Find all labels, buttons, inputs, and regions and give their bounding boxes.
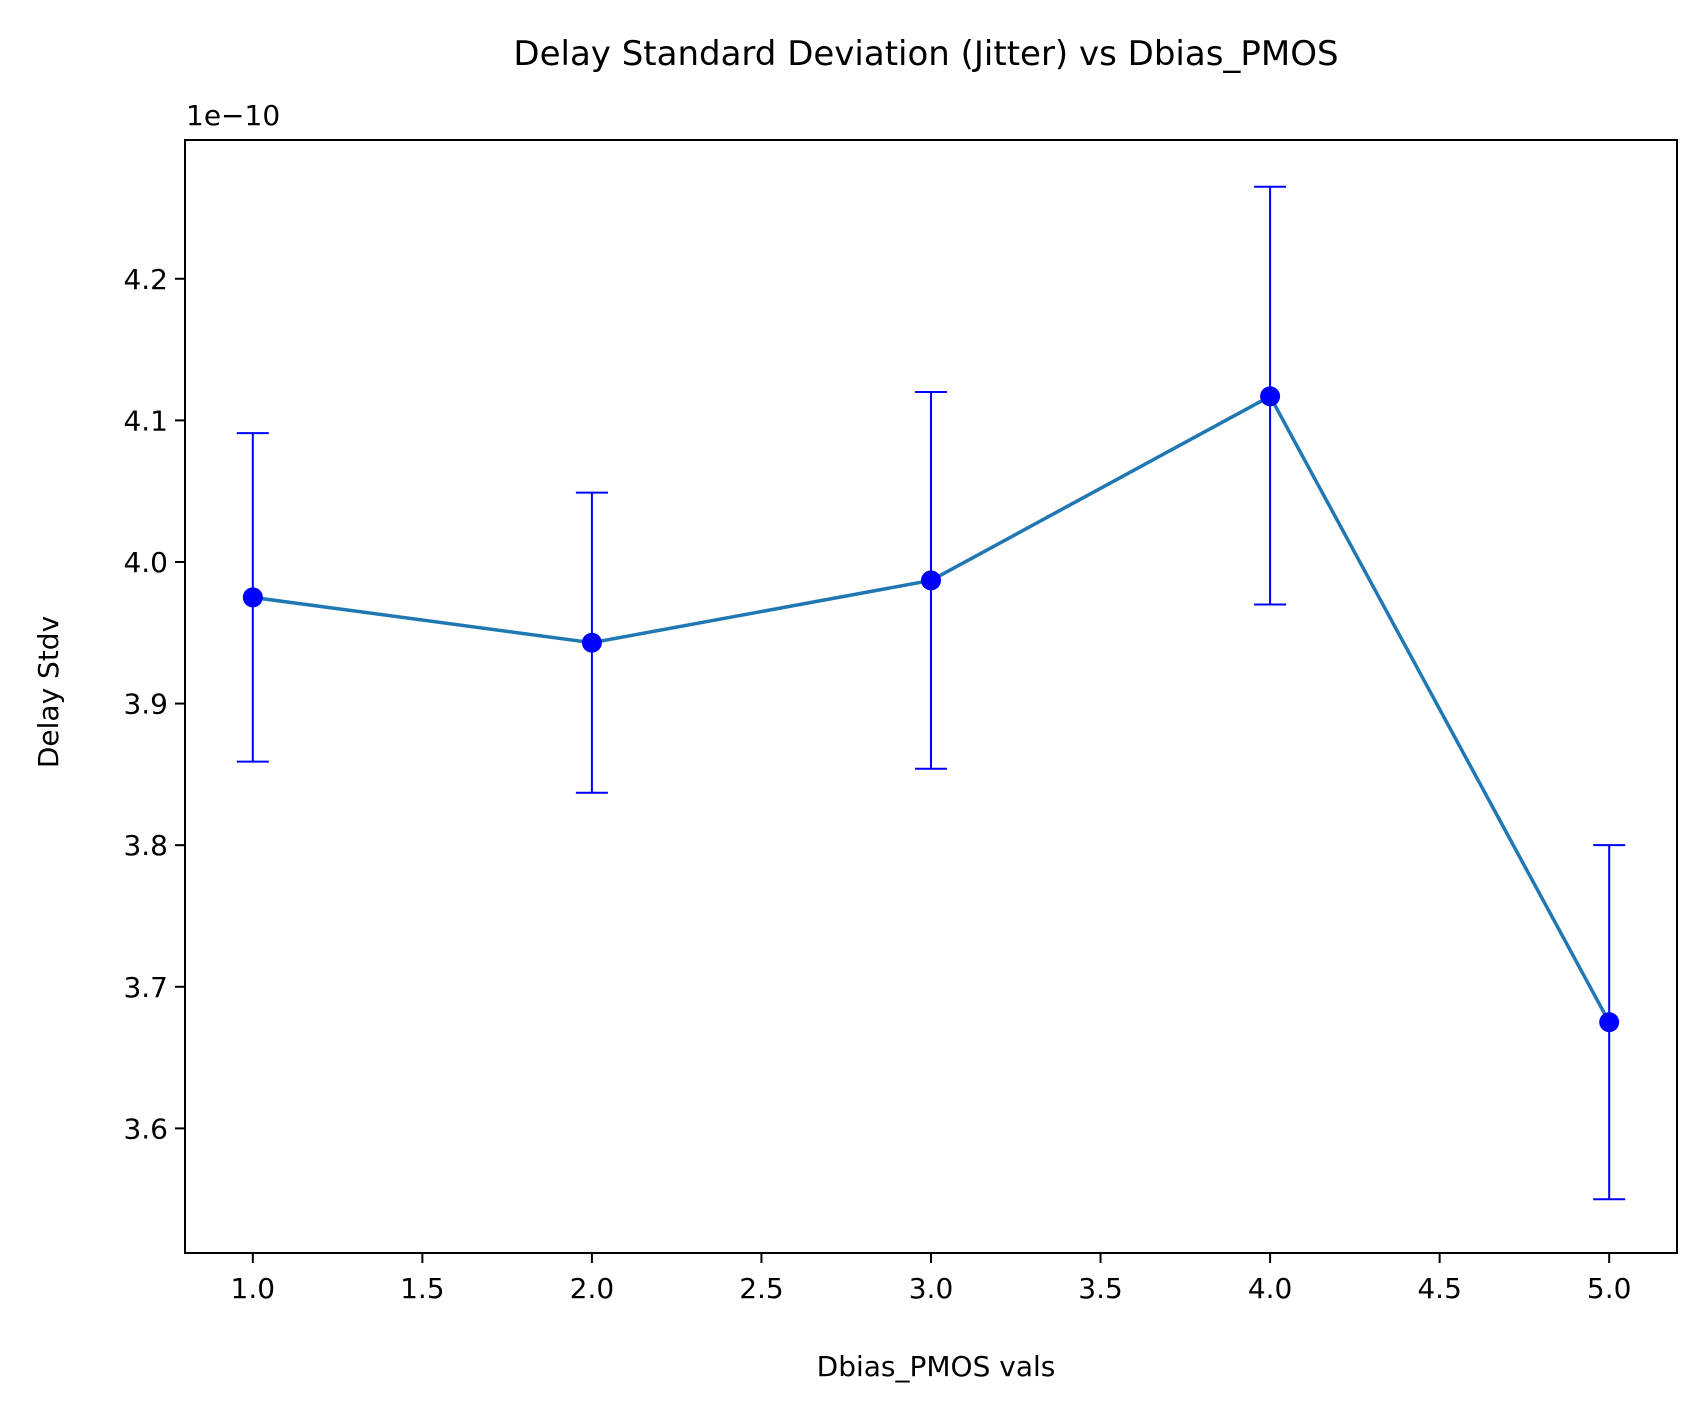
y-tick-label: 3.6 xyxy=(123,1112,168,1145)
series-layer xyxy=(236,185,1626,1201)
x-tick-label: 1.0 xyxy=(231,1272,276,1305)
x-tick-label: 4.0 xyxy=(1248,1272,1293,1305)
y-axis-ticks: 3.6 3.7 3.8 3.9 4.0 4.1 4.2 xyxy=(123,263,185,1145)
x-tick-label: 5.0 xyxy=(1587,1272,1632,1305)
x-axis-ticks: 1.0 1.5 2.0 2.5 3.0 3.5 4.0 4.5 5.0 xyxy=(231,1253,1632,1305)
y-tick-label: 4.1 xyxy=(123,404,168,437)
x-tick-label: 3.0 xyxy=(909,1272,954,1305)
y-tick-label: 4.2 xyxy=(123,263,168,296)
data-point xyxy=(1599,1012,1620,1033)
data-point xyxy=(921,570,941,591)
y-tick-label: 3.7 xyxy=(123,971,168,1004)
x-axis-label: Dbias_PMOS vals xyxy=(817,1350,1056,1383)
plot-frame xyxy=(184,139,1678,1254)
x-tick-label: 2.0 xyxy=(570,1272,615,1305)
y-axis-label: Delay Stdv xyxy=(32,616,65,768)
data-point xyxy=(1260,386,1281,407)
y-tick-label: 4.0 xyxy=(123,546,168,579)
y-tick-label: 3.8 xyxy=(123,829,168,862)
x-tick-label: 2.5 xyxy=(739,1272,784,1305)
y-tick-label: 3.9 xyxy=(123,688,168,721)
x-tick-label: 1.5 xyxy=(400,1272,445,1305)
chart-title: Delay Standard Deviation (Jitter) vs Dbi… xyxy=(513,34,1338,74)
data-point xyxy=(242,587,263,608)
x-tick-label: 4.5 xyxy=(1417,1272,1462,1305)
y-offset-text: 1e−10 xyxy=(186,99,280,132)
data-point xyxy=(581,632,602,653)
x-tick-label: 3.5 xyxy=(1078,1272,1123,1305)
